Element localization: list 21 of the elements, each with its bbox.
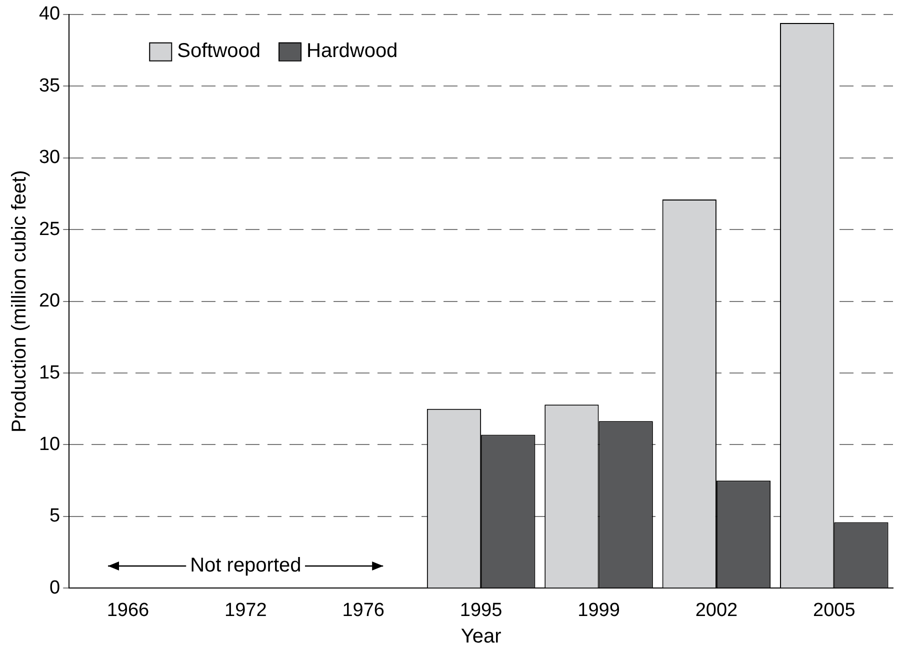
x-axis-title: Year — [460, 626, 502, 648]
annotation: Not reported — [190, 554, 302, 577]
y-tick-label: 35 — [38, 75, 60, 96]
x-tick-label: 2002 — [695, 600, 738, 621]
y-tick-label: 20 — [38, 290, 60, 312]
x-tick-label: 2005 — [813, 600, 856, 621]
legend-label: Hardwood — [306, 40, 398, 62]
x-tick-label: 1995 — [460, 600, 502, 621]
x-tick-label: 1972 — [224, 600, 267, 621]
y-tick-label: 15 — [38, 362, 60, 384]
x-tick-label: 1966 — [106, 600, 150, 621]
x-tick-label: 1976 — [342, 600, 385, 621]
y-tick-label: 25 — [38, 218, 60, 240]
y-tick-label: 0 — [50, 577, 60, 598]
y-tick-label: 40 — [38, 4, 60, 25]
y-tick-label: 5 — [50, 506, 60, 527]
y-tick-label: 30 — [38, 147, 60, 168]
x-tick-label: 1999 — [578, 600, 620, 621]
y-axis-title: Production (million cubic feet) — [8, 170, 31, 432]
y-tick-label: 10 — [38, 434, 60, 455]
legend-label: Softwood — [177, 40, 261, 62]
